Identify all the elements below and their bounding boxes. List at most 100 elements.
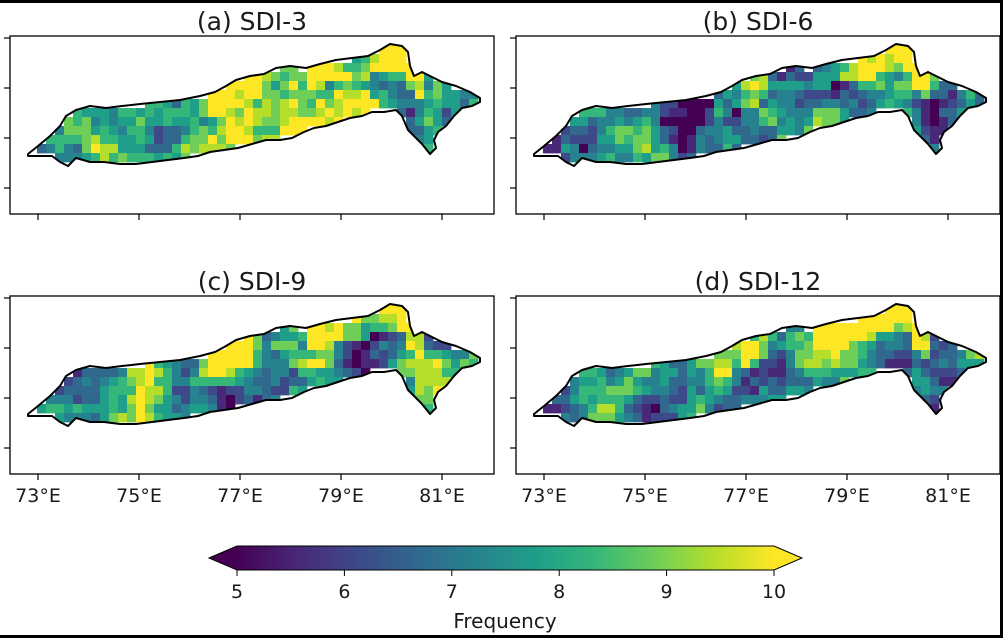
frequency-cell <box>370 90 380 100</box>
frequency-cell <box>136 108 146 118</box>
frequency-cell <box>624 404 634 414</box>
frequency-cell <box>118 126 128 136</box>
frequency-cell <box>109 413 119 423</box>
panel-a: (a) SDI-3 <box>4 7 495 220</box>
frequency-cell <box>885 63 895 73</box>
frequency-cell <box>442 341 452 351</box>
frequency-cell <box>208 395 218 405</box>
frequency-cell <box>280 332 290 342</box>
frequency-cell <box>217 368 227 378</box>
frequency-cell <box>786 359 796 369</box>
frequency-cell <box>100 153 110 163</box>
frequency-cell <box>687 404 697 414</box>
frequency-cell <box>696 404 706 414</box>
lon-tick-marks <box>37 474 443 480</box>
frequency-cell <box>253 135 263 145</box>
frequency-cell <box>100 135 110 145</box>
frequency-cell <box>298 332 308 342</box>
frequency-cell <box>415 395 425 405</box>
frequency-cell <box>217 108 227 118</box>
frequency-cell <box>768 341 778 351</box>
frequency-cell <box>885 54 895 64</box>
frequency-cell <box>424 90 434 100</box>
colorbar-body <box>237 546 774 570</box>
colorbar: 5 6 7 8 9 10 Frequency <box>207 545 804 633</box>
frequency-cell <box>831 108 841 118</box>
frequency-cell <box>939 117 949 127</box>
frequency-cell <box>579 368 589 378</box>
frequency-cell <box>262 81 272 91</box>
frequency-cell <box>190 404 200 414</box>
frequency-cell <box>768 359 778 369</box>
frequency-cell <box>163 126 173 136</box>
frequency-cell <box>352 99 362 109</box>
frequency-cell <box>840 99 850 109</box>
frequency-cell <box>750 81 760 91</box>
frequency-cell <box>624 377 634 387</box>
frequency-cell <box>307 99 317 109</box>
frequency-cell <box>696 386 706 396</box>
frequency-cell <box>172 377 182 387</box>
frequency-cell <box>208 144 218 154</box>
frequency-cell <box>660 117 670 127</box>
frequency-cell <box>91 108 101 118</box>
frequency-cell <box>64 386 74 396</box>
frequency-cell <box>163 359 173 369</box>
frequency-cell <box>415 341 425 351</box>
frequency-cell <box>858 323 868 333</box>
frequency-cell <box>633 126 643 136</box>
frequency-cell <box>433 126 443 136</box>
frequency-cell <box>741 377 751 387</box>
frequency-cell <box>885 45 895 55</box>
colorbar-tick-label: 8 <box>553 581 565 603</box>
frequency-cell <box>226 386 236 396</box>
frequency-cell <box>939 99 949 109</box>
frequency-cell <box>442 377 452 387</box>
frequency-cell <box>424 404 434 414</box>
frequency-cell <box>352 350 362 360</box>
frequency-cell <box>813 63 823 73</box>
frequency-cell <box>795 386 805 396</box>
frequency-cell <box>127 395 137 405</box>
basin-boundary <box>27 43 481 167</box>
frequency-cell <box>912 81 922 91</box>
frequency-cell <box>597 377 607 387</box>
frequency-cell <box>795 99 805 109</box>
frequency-cell <box>199 368 209 378</box>
frequency-cell <box>786 81 796 91</box>
frequency-cell <box>723 368 733 378</box>
frequency-cell <box>867 314 877 324</box>
frequency-cell <box>840 359 850 369</box>
frequency-cell <box>687 126 697 136</box>
frequency-cell <box>64 413 74 423</box>
frequency-cell <box>316 368 326 378</box>
frequency-cell <box>451 99 461 109</box>
frequency-cell <box>316 117 326 127</box>
frequency-cell <box>570 413 580 423</box>
frequency-cell <box>642 377 652 387</box>
frequency-cell <box>804 99 814 109</box>
frequency-cell <box>388 99 398 109</box>
frequency-cell <box>109 117 119 127</box>
frequency-cell <box>669 368 679 378</box>
frequency-cell <box>723 126 733 136</box>
frequency-cell <box>91 153 101 163</box>
frequency-cell <box>82 108 92 118</box>
panel-d: (d) SDI-12 <box>510 267 1001 480</box>
frequency-cell <box>651 153 661 163</box>
frequency-cell <box>325 368 335 378</box>
frequency-cell <box>678 368 688 378</box>
frequency-cell <box>262 377 272 387</box>
frequency-cell <box>723 117 733 127</box>
frequency-cell <box>660 395 670 405</box>
frequency-cell <box>687 377 697 387</box>
frequency-cell <box>55 404 65 414</box>
frequency-cell <box>316 72 326 82</box>
frequency-cell <box>100 117 110 127</box>
frequency-cell <box>199 144 209 154</box>
frequency-cell <box>732 359 742 369</box>
frequency-cell <box>615 126 625 136</box>
frequency-cell <box>903 314 913 324</box>
frequency-cell <box>181 359 191 369</box>
frequency-cell <box>723 90 733 100</box>
